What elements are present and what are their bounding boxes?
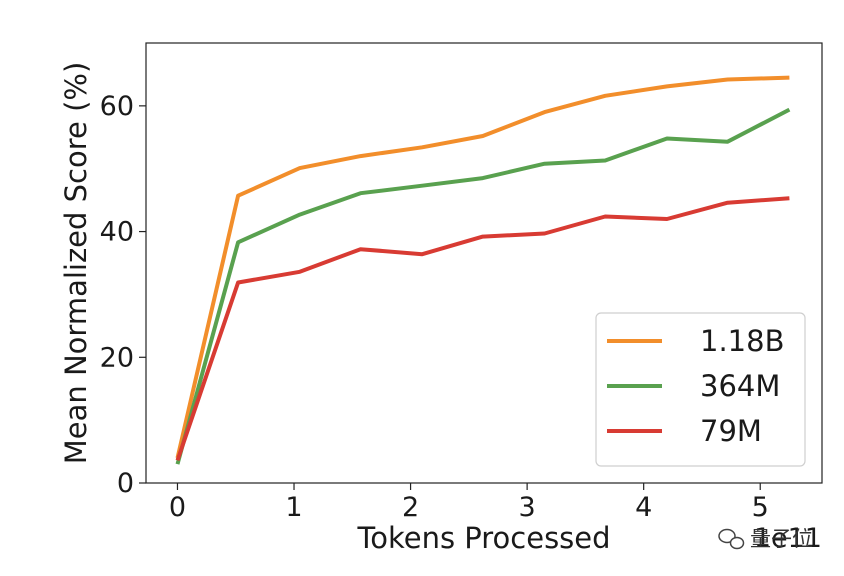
y-tick-label: 60 [100,91,134,122]
series-line-1.18b [175,75,790,459]
series-line-364m [175,107,791,465]
legend-items: 1.18B 364M 79M [607,324,784,448]
x-tick-label: 1 [285,492,302,523]
x-tick-label: 4 [635,492,652,523]
y-tick-label: 20 [100,342,134,373]
x-tick-label: 0 [169,492,186,523]
legend-box [595,312,806,467]
x-tick-label: 2 [402,492,419,523]
y-axis-label: Mean Normalized Score (%) [59,62,93,465]
x-tick-label: 5 [752,492,769,523]
legend-label: 364M [700,369,780,403]
x-tick-label: 3 [519,492,536,523]
series-lines [175,75,791,465]
y-tick-label: 40 [100,217,134,248]
legend: 1.18B 364M 79M [595,312,806,467]
y-tick-label: 0 [117,468,134,499]
legend-label: 1.18B [700,324,784,358]
x-axis-label: Tokens Processed [356,521,610,555]
x-axis-exponent: 1e11 [754,523,822,554]
watermark: 量子位 [718,527,813,551]
watermark-text: 量子位 [750,527,813,551]
plot-frame [145,42,823,484]
wechat-icon [718,528,745,550]
x-axis-ticks: 0 1 2 3 4 5 [169,483,769,523]
y-axis-ticks: 0 20 40 60 [100,91,146,499]
series-line-79m [175,196,790,462]
legend-label: 79M [700,414,762,448]
